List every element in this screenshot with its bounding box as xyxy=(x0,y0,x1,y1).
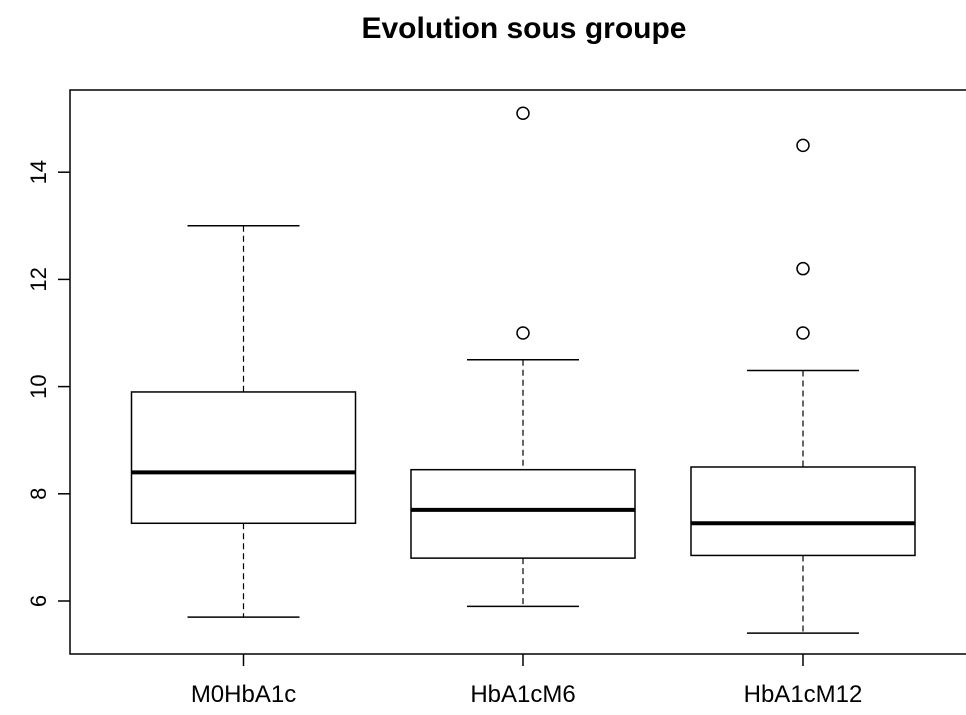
y-tick-label: 14 xyxy=(26,160,51,184)
outlier-point xyxy=(796,138,810,153)
outlier-point xyxy=(796,326,810,340)
box-iqr xyxy=(690,466,916,557)
box-HbA1cM12 xyxy=(690,138,916,634)
x-tick-label: HbA1cM12 xyxy=(744,681,863,708)
y-axis: 6 8 10 12 14 xyxy=(26,160,70,607)
plot-frame xyxy=(69,89,966,655)
outlier-point xyxy=(796,261,810,276)
box-HbA1cM6 xyxy=(410,106,636,608)
box-series xyxy=(130,106,916,634)
y-tick-label: 8 xyxy=(26,488,51,500)
x-axis: M0HbA1c HbA1cM6 HbA1cM12 xyxy=(191,654,863,708)
box-iqr xyxy=(130,391,357,525)
box-M0HbA1c xyxy=(130,225,357,618)
x-tick-label: HbA1cM6 xyxy=(470,681,575,708)
box-iqr xyxy=(410,468,636,559)
outlier-point xyxy=(516,106,530,120)
outlier-point xyxy=(516,326,530,340)
y-tick-label: 12 xyxy=(26,267,51,291)
x-tick-label: M0HbA1c xyxy=(191,681,296,708)
chart-title: Evolution sous groupe xyxy=(361,12,686,45)
y-tick-label: 6 xyxy=(26,595,51,607)
y-tick-label: 10 xyxy=(26,374,51,398)
